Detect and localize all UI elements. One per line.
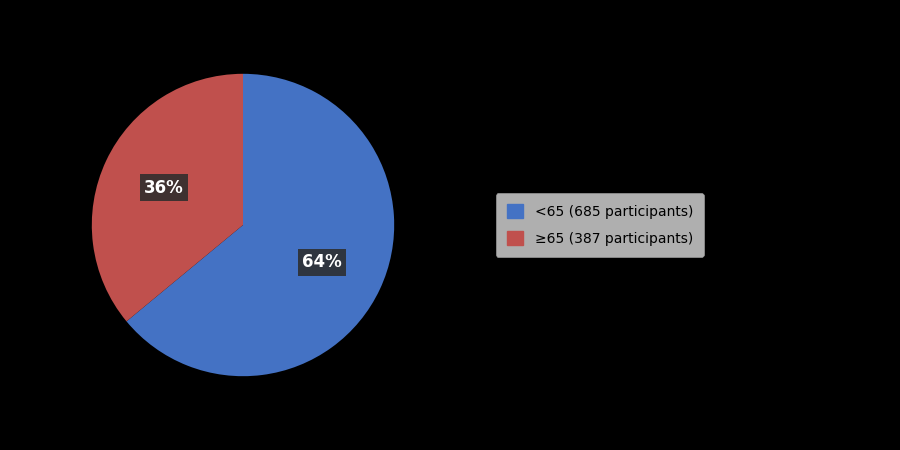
Wedge shape — [127, 74, 394, 376]
Text: 36%: 36% — [144, 179, 184, 197]
Text: 64%: 64% — [302, 253, 342, 271]
Wedge shape — [92, 74, 243, 321]
Legend: <65 (685 participants), ≥65 (387 participants): <65 (685 participants), ≥65 (387 partici… — [496, 193, 704, 257]
